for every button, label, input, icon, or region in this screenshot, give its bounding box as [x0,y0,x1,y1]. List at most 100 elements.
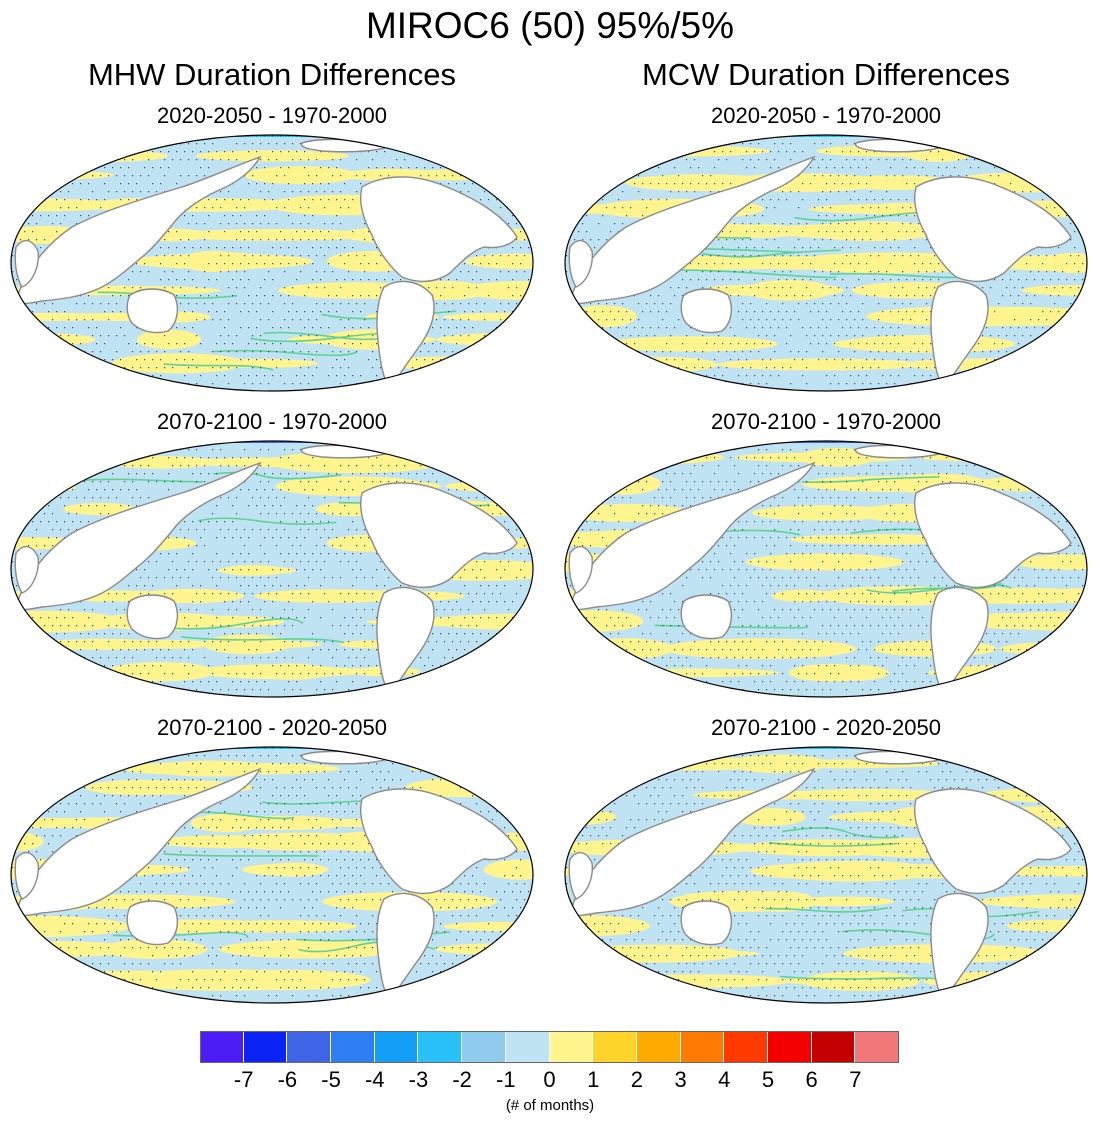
world-map [564,440,1088,698]
panel-subtitle: 2070-2100 - 2020-2050 [711,715,941,740]
map-panel-mhw-2: 2070-2100 - 1970-2000 [2,409,542,699]
map-panel-mhw-3: 2070-2100 - 2020-2050 [2,715,542,1005]
landmass [15,461,262,611]
world-map [10,440,534,698]
positive-anomaly-patch [11,456,116,468]
positive-anomaly-patch [106,662,216,682]
positive-anomaly-patch [978,896,1057,907]
positive-anomaly-patch [241,863,329,876]
positive-anomaly-patch [100,939,208,959]
colorbar-swatch [331,1031,375,1063]
colorbar-swatch [462,1031,506,1063]
landmass [126,288,179,334]
panel-subtitle: 2070-2100 - 1970-2000 [711,409,941,434]
colorbar-tick-label: 2 [630,1067,643,1092]
mcw-column-title: MCW Duration Differences [641,57,1011,92]
colorbar-swatch [593,1031,637,1063]
map-border [564,746,1088,1004]
landmass [569,767,816,917]
landmass [126,900,179,946]
positive-anomaly-patch [467,481,533,491]
world-map [10,134,534,392]
contour-line [213,349,357,357]
positive-anomaly-patch [717,358,923,371]
contour-line [779,975,938,980]
positive-anomaly-patch [202,358,319,368]
positive-anomaly-patch [254,589,408,603]
colorbar-tick-label: -1 [496,1067,516,1092]
positive-anomaly-patch [33,149,168,162]
positive-anomaly-patch [565,204,689,214]
positive-anomaly-patch [586,473,661,495]
map-border [10,134,534,392]
colorbar-swatch [549,1031,594,1063]
positive-anomaly-patch [111,353,246,374]
colorbar-swatch [505,1031,550,1063]
positive-anomaly-patch [195,969,371,991]
colorbar-tick-label: 7 [849,1067,862,1092]
positive-anomaly-patch [803,221,941,242]
positive-anomaly-patch [217,566,297,575]
contour-line [701,249,841,258]
landmass [568,240,593,288]
landmass [930,892,989,1003]
positive-anomaly-patch [11,610,124,633]
colorbar-swatch [767,1031,812,1063]
positive-anomaly-patch [36,638,172,650]
positive-anomaly-patch [208,920,358,933]
contour-line [802,476,940,484]
positive-anomaly-patch [63,502,136,516]
colorbar-units: (# of months) [505,1097,595,1114]
positive-anomaly-patch [620,668,780,678]
landmass [914,788,1072,895]
landmass [376,280,435,391]
positive-anomaly-patch [137,329,202,350]
contour-line [213,471,342,480]
panel-subtitle: 2020-2050 - 1970-2000 [711,103,941,128]
positive-anomaly-patch [1021,285,1087,296]
colorbar-swatch [811,1031,856,1063]
colorbar [200,1031,899,1063]
landmass [14,852,39,900]
positive-anomaly-patch [744,891,816,912]
map-panel-mcw-1: 2020-2050 - 1970-2000 [556,103,1096,393]
positive-anomaly-patch [192,252,264,271]
landmass [376,892,435,1003]
colorbar-tick-label: -7 [233,1067,254,1092]
world-map [564,746,1088,1004]
positive-anomaly-patch [463,149,533,163]
positive-anomaly-patch [721,256,872,270]
positive-anomaly-patch [570,944,742,963]
positive-anomaly-patch [105,456,216,469]
positive-anomaly-patch [156,835,298,849]
positive-anomaly-patch [11,969,75,991]
positive-anomaly-patch [195,150,349,162]
landmass [360,482,518,589]
positive-anomaly-patch [450,149,532,163]
landmass [930,586,989,697]
landmass [568,546,593,594]
positive-anomaly-patch [483,859,533,880]
colorbar-swatch [374,1031,419,1063]
positive-anomaly-patch [652,759,861,769]
positive-anomaly-patch [409,763,533,774]
positive-anomaly-patch [713,224,804,238]
positive-anomaly-patch [663,638,857,660]
positive-anomaly-patch [291,169,364,181]
positive-anomaly-patch [171,229,378,241]
colorbar-tick-label: 5 [761,1067,775,1092]
colorbar-swatch [855,1031,899,1063]
colorbar-swatch [243,1031,288,1063]
positive-anomaly-patch [1014,554,1087,570]
landmass [680,288,733,334]
landmass [360,788,518,895]
positive-anomaly-patch [218,939,403,959]
map-panel-mcw-2: 2070-2100 - 1970-2000 [556,409,1096,699]
positive-anomaly-patch [801,971,921,991]
map-border [564,440,1088,698]
colorbar-tick-label: -2 [452,1067,472,1092]
mhw-column-title: MHW Duration Differences [87,57,457,92]
positive-anomaly-patch [751,505,895,521]
landmass [930,280,989,391]
landmass [680,900,733,946]
